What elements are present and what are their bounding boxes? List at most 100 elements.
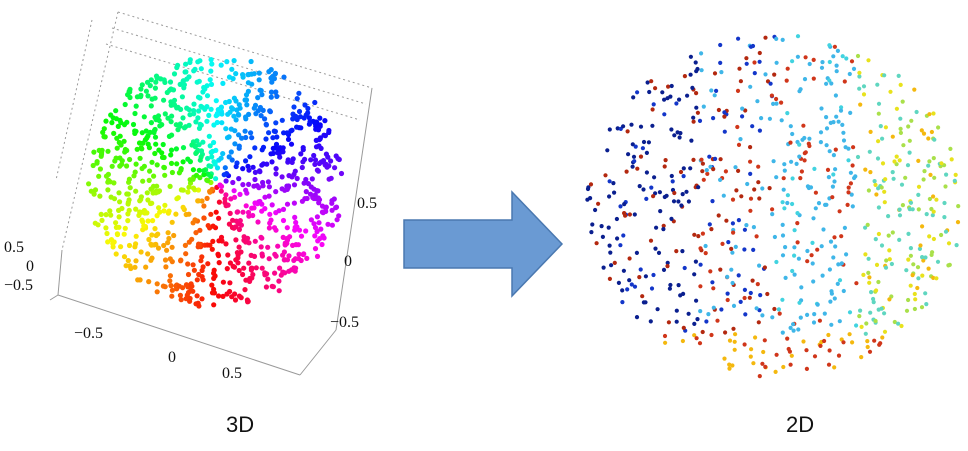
flattened-point bbox=[674, 101, 679, 106]
sphere-point bbox=[316, 143, 322, 149]
flattened-point bbox=[760, 313, 765, 318]
flattened-point bbox=[709, 332, 714, 338]
sphere-point bbox=[206, 133, 212, 139]
sphere-point bbox=[268, 67, 274, 73]
sphere-point bbox=[148, 120, 154, 126]
flattened-point bbox=[713, 156, 718, 161]
sphere-point bbox=[321, 132, 327, 138]
sphere-point bbox=[210, 238, 216, 244]
flattened-point bbox=[629, 122, 634, 127]
sphere-point bbox=[182, 242, 188, 248]
sphere-point bbox=[115, 123, 121, 129]
flattened-point bbox=[906, 231, 911, 236]
flattened-point bbox=[743, 108, 748, 113]
flattened-point bbox=[774, 60, 779, 65]
flattened-point bbox=[745, 181, 750, 187]
flattened-point bbox=[718, 177, 723, 182]
flattened-point bbox=[832, 365, 837, 370]
sphere-point bbox=[215, 111, 221, 118]
sphere-point bbox=[213, 98, 219, 104]
sphere-point bbox=[211, 267, 217, 273]
sphere-point bbox=[227, 260, 233, 266]
flattened-point bbox=[757, 263, 762, 268]
sphere-point bbox=[269, 202, 275, 208]
sphere-point bbox=[231, 113, 237, 119]
flattened-point bbox=[799, 169, 805, 174]
sphere-point bbox=[210, 148, 216, 154]
flattened-point bbox=[926, 136, 931, 141]
flattened-point bbox=[884, 258, 889, 263]
flattened-point bbox=[774, 96, 779, 102]
flattened-point bbox=[649, 185, 654, 190]
flattened-point bbox=[665, 260, 670, 265]
flattened-point bbox=[757, 128, 763, 133]
sphere-point bbox=[187, 112, 193, 118]
sphere-point bbox=[103, 118, 109, 124]
sphere-point bbox=[292, 214, 298, 220]
sphere-point bbox=[240, 74, 246, 80]
sphere-point bbox=[319, 203, 326, 209]
flattened-point bbox=[742, 227, 748, 232]
sphere-point bbox=[121, 138, 127, 144]
sphere-point bbox=[321, 235, 327, 241]
flattened-point bbox=[834, 114, 839, 119]
flattened-point bbox=[799, 285, 804, 290]
flattened-point bbox=[943, 184, 948, 189]
flattened-point bbox=[694, 336, 699, 341]
sphere-point bbox=[242, 287, 248, 293]
sphere-point bbox=[273, 166, 279, 172]
flattened-point bbox=[641, 139, 647, 145]
flattened-point bbox=[618, 204, 623, 209]
sphere-point bbox=[212, 273, 218, 279]
flattened-point bbox=[774, 36, 779, 42]
flattened-point bbox=[923, 291, 928, 296]
flattened-point bbox=[630, 164, 635, 169]
flattened-point bbox=[780, 253, 786, 258]
flattened-point bbox=[748, 290, 753, 296]
flattened-point bbox=[700, 329, 705, 335]
flattened-point bbox=[616, 280, 622, 285]
flattened-point bbox=[768, 81, 773, 86]
sphere-point bbox=[291, 104, 297, 110]
sphere-point bbox=[144, 210, 150, 216]
sphere-point bbox=[186, 107, 192, 113]
sphere-point bbox=[171, 97, 178, 103]
sphere-point bbox=[244, 297, 250, 303]
sphere-point bbox=[301, 251, 307, 257]
flattened-point bbox=[880, 136, 885, 141]
sphere-point bbox=[265, 276, 271, 282]
sphere-point bbox=[156, 205, 162, 211]
flattened-point bbox=[589, 230, 594, 235]
sphere-point bbox=[145, 251, 151, 257]
flattened-point bbox=[876, 111, 881, 116]
flattened-point bbox=[839, 261, 844, 266]
sphere-point bbox=[233, 163, 239, 170]
sphere-point bbox=[168, 147, 175, 153]
sphere-point bbox=[141, 223, 147, 229]
flattened-point bbox=[792, 228, 797, 233]
flattened-point bbox=[751, 247, 756, 252]
sphere-point bbox=[241, 265, 247, 271]
sphere-point bbox=[312, 99, 318, 106]
flattened-point bbox=[695, 66, 700, 72]
flattened-point bbox=[757, 196, 762, 201]
sphere-point bbox=[251, 105, 257, 111]
flattened-point bbox=[869, 290, 874, 295]
flattened-point bbox=[633, 144, 638, 149]
flattened-point bbox=[811, 320, 817, 325]
flattened-point bbox=[874, 262, 880, 267]
flattened-point bbox=[637, 184, 642, 189]
sphere-point bbox=[121, 231, 127, 237]
flattened-point bbox=[652, 175, 657, 180]
flattened-point bbox=[654, 225, 659, 230]
flattened-point bbox=[751, 361, 756, 366]
sphere-point bbox=[116, 224, 122, 230]
sphere-point bbox=[259, 147, 265, 153]
sphere-point bbox=[177, 292, 183, 298]
flattened-point bbox=[674, 319, 679, 324]
sphere-point bbox=[216, 260, 222, 266]
sphere-point bbox=[200, 139, 206, 145]
flattened-point bbox=[916, 276, 921, 281]
flattened-point bbox=[618, 243, 623, 248]
flattened-point bbox=[818, 140, 824, 145]
